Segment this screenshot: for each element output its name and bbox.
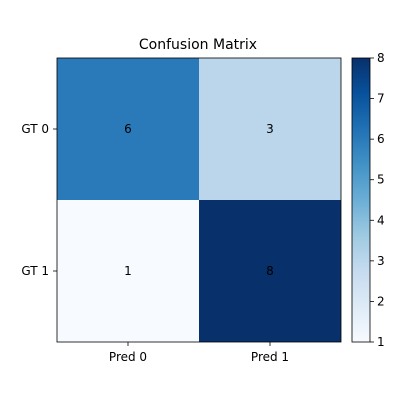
y-tick-label-1: GT 1 [21, 264, 49, 278]
colorbar-tick-label-7: 8 [377, 51, 385, 65]
heatmap-cell-r1-c1 [199, 200, 341, 342]
colorbar: 1 2 3 4 5 6 7 8 [351, 51, 385, 349]
colorbar-tick-label-4: 5 [377, 173, 385, 187]
colorbar-tick-label-2: 3 [377, 254, 385, 268]
x-tick-label-1: Pred 1 [251, 350, 289, 364]
y-tick-label-0: GT 0 [21, 122, 49, 136]
colorbar-tick-label-1: 2 [377, 294, 385, 308]
colorbar-tick-label-0: 1 [377, 335, 385, 349]
heatmap-axes: Pred 0 Pred 1 GT 0 GT 1 [21, 57, 342, 364]
plot-frame [56, 57, 342, 343]
cell-value-label-r1-c0: 1 [124, 264, 132, 278]
colorbar-tick-label-3: 4 [377, 213, 385, 227]
heatmap-cells [57, 58, 341, 342]
cell-value-label-r1-c1: 8 [266, 264, 274, 278]
heatmap-cell-r0-c1 [199, 58, 341, 200]
cell-value-label-r0-c1: 3 [266, 122, 274, 136]
colorbar-tick-label-5: 6 [377, 132, 385, 146]
heatmap-cell-r0-c0 [57, 58, 199, 200]
chart-title: Confusion Matrix [139, 37, 257, 53]
colorbar-gradient [351, 57, 371, 343]
colorbar-ticks: 1 2 3 4 5 6 7 8 [370, 51, 385, 349]
heatmap-cell-labels: 6 3 1 8 [124, 122, 274, 278]
x-tick-label-0: Pred 0 [109, 350, 147, 364]
heatmap-cell-r1-c0 [57, 200, 199, 342]
cell-value-label-r0-c0: 6 [124, 122, 132, 136]
colorbar-tick-label-6: 7 [377, 92, 385, 106]
